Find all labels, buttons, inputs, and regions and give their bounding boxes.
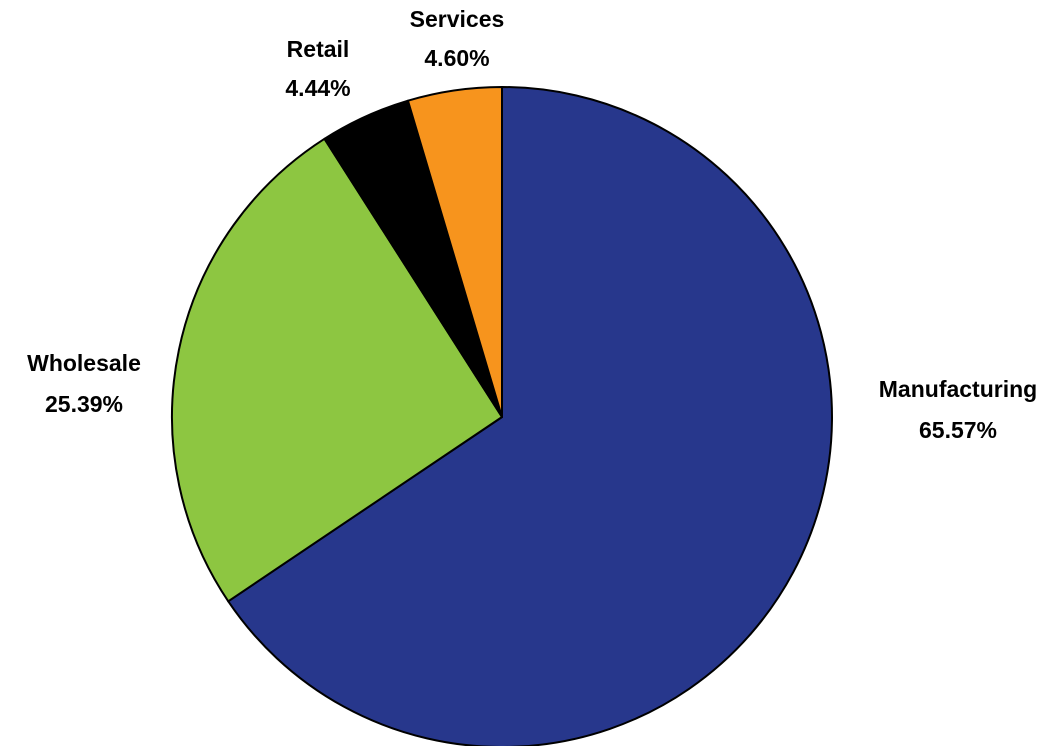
pie-slice-manufacturing bbox=[227, 86, 833, 746]
slice-value-label-services: 4.60% bbox=[424, 45, 489, 71]
slice-name-label-services: Services bbox=[410, 6, 505, 32]
slice-value-label-manufacturing: 65.57% bbox=[919, 417, 997, 443]
slice-name-label-retail: Retail bbox=[287, 36, 350, 62]
pie-labels: Manufacturing 65.57% Wholesale 25.39% Retail… bbox=[27, 6, 1037, 443]
pie-slices bbox=[171, 86, 833, 746]
pie-slice-wholesale bbox=[171, 137, 503, 603]
slice-value-label-retail: 4.44% bbox=[285, 75, 350, 101]
slice-name-label-manufacturing: Manufacturing bbox=[879, 376, 1037, 402]
slice-name-label-wholesale: Wholesale bbox=[27, 350, 141, 376]
slice-value-label-wholesale: 25.39% bbox=[45, 391, 123, 417]
pie-slice-services bbox=[406, 86, 503, 418]
